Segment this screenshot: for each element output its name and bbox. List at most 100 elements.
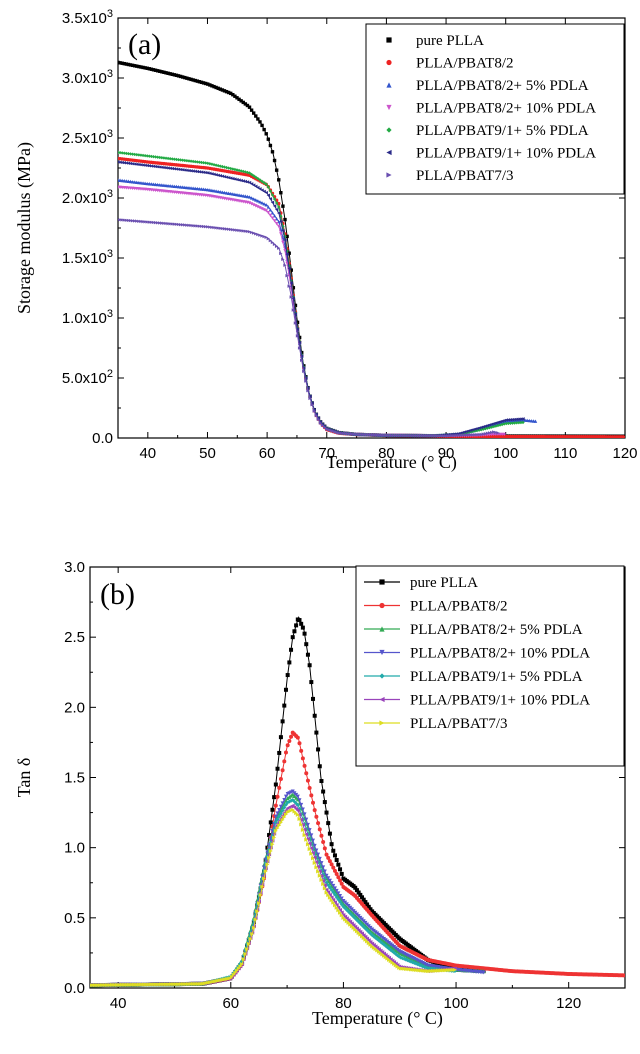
data-point xyxy=(477,432,481,437)
data-point xyxy=(278,735,283,740)
data-point xyxy=(143,181,147,185)
data-point xyxy=(191,169,195,173)
y-tick-label: 0.0 xyxy=(92,430,113,447)
data-point xyxy=(139,219,143,224)
data-point xyxy=(280,719,285,724)
data-point xyxy=(311,856,316,861)
data-point xyxy=(245,229,250,234)
data-point xyxy=(326,890,331,895)
series-plla-pbat7-3 xyxy=(118,218,500,438)
data-point xyxy=(387,940,392,945)
data-point xyxy=(199,224,204,229)
data-point xyxy=(258,206,262,210)
data-point xyxy=(251,197,256,201)
data-point xyxy=(128,161,133,166)
data-point xyxy=(316,852,321,857)
data-point xyxy=(295,794,300,799)
data-point xyxy=(237,193,241,197)
data-point xyxy=(143,163,147,167)
data-point xyxy=(309,833,314,838)
data-point xyxy=(292,794,297,799)
data-point xyxy=(365,902,370,907)
data-point xyxy=(515,421,519,425)
data-point xyxy=(289,647,294,652)
data-point xyxy=(260,188,264,192)
data-point xyxy=(268,213,273,218)
data-point xyxy=(358,929,363,934)
data-point xyxy=(363,934,368,939)
data-point xyxy=(273,782,278,787)
data-point xyxy=(247,171,252,175)
data-point xyxy=(467,433,471,437)
data-point xyxy=(361,933,366,938)
data-point xyxy=(294,806,299,811)
data-point xyxy=(281,240,285,245)
data-point xyxy=(151,220,156,225)
data-point xyxy=(285,743,290,748)
data-point xyxy=(458,433,463,437)
data-point xyxy=(266,193,271,197)
data-point xyxy=(316,821,321,826)
data-point xyxy=(122,151,126,155)
data-point xyxy=(327,892,332,897)
data-point xyxy=(147,164,152,168)
data-point xyxy=(251,203,256,207)
data-point xyxy=(307,828,312,833)
data-point xyxy=(239,228,243,233)
data-point xyxy=(151,68,156,72)
data-point xyxy=(267,833,272,838)
data-point xyxy=(483,431,488,436)
data-point xyxy=(322,869,327,874)
data-point xyxy=(300,756,305,761)
data-point xyxy=(329,862,334,867)
data-point xyxy=(239,193,243,198)
legend-label: PLLA/PBAT8/2+ 5% PDLA xyxy=(416,78,589,94)
data-point xyxy=(334,872,339,877)
data-point xyxy=(243,952,248,957)
data-point xyxy=(122,218,126,222)
data-point xyxy=(291,308,296,312)
data-point xyxy=(395,947,400,952)
data-point xyxy=(249,108,254,112)
data-point xyxy=(239,178,243,183)
data-point xyxy=(212,172,216,177)
data-point xyxy=(300,625,305,630)
data-point xyxy=(274,168,279,172)
data-point xyxy=(178,74,183,79)
data-point xyxy=(267,855,272,860)
data-point xyxy=(128,63,133,67)
data-point xyxy=(235,177,239,182)
data-point xyxy=(331,890,336,895)
data-point xyxy=(502,432,506,437)
data-point xyxy=(135,219,139,223)
data-point xyxy=(297,812,302,817)
data-point xyxy=(245,103,250,108)
data-point xyxy=(305,652,310,657)
data-point xyxy=(322,800,327,805)
data-point xyxy=(195,79,200,83)
x-tick-label: 100 xyxy=(493,445,518,462)
data-point xyxy=(506,418,511,422)
data-point xyxy=(329,898,334,903)
data-point xyxy=(141,181,145,185)
data-point xyxy=(130,162,135,166)
data-point xyxy=(155,155,160,159)
series-line xyxy=(118,219,500,437)
data-point xyxy=(126,218,131,223)
data-point xyxy=(168,72,172,76)
data-point xyxy=(130,63,135,68)
data-point xyxy=(373,930,378,935)
data-point xyxy=(414,433,419,438)
data-point xyxy=(437,434,442,438)
data-point xyxy=(181,158,185,162)
data-point xyxy=(371,928,376,933)
data-point xyxy=(317,873,322,878)
data-point xyxy=(229,974,234,979)
data-point xyxy=(166,156,170,161)
data-point xyxy=(160,183,164,187)
y-tick-label: 0.5 xyxy=(64,910,85,927)
data-point xyxy=(218,226,222,230)
data-point xyxy=(197,170,202,174)
data-point xyxy=(120,218,124,222)
